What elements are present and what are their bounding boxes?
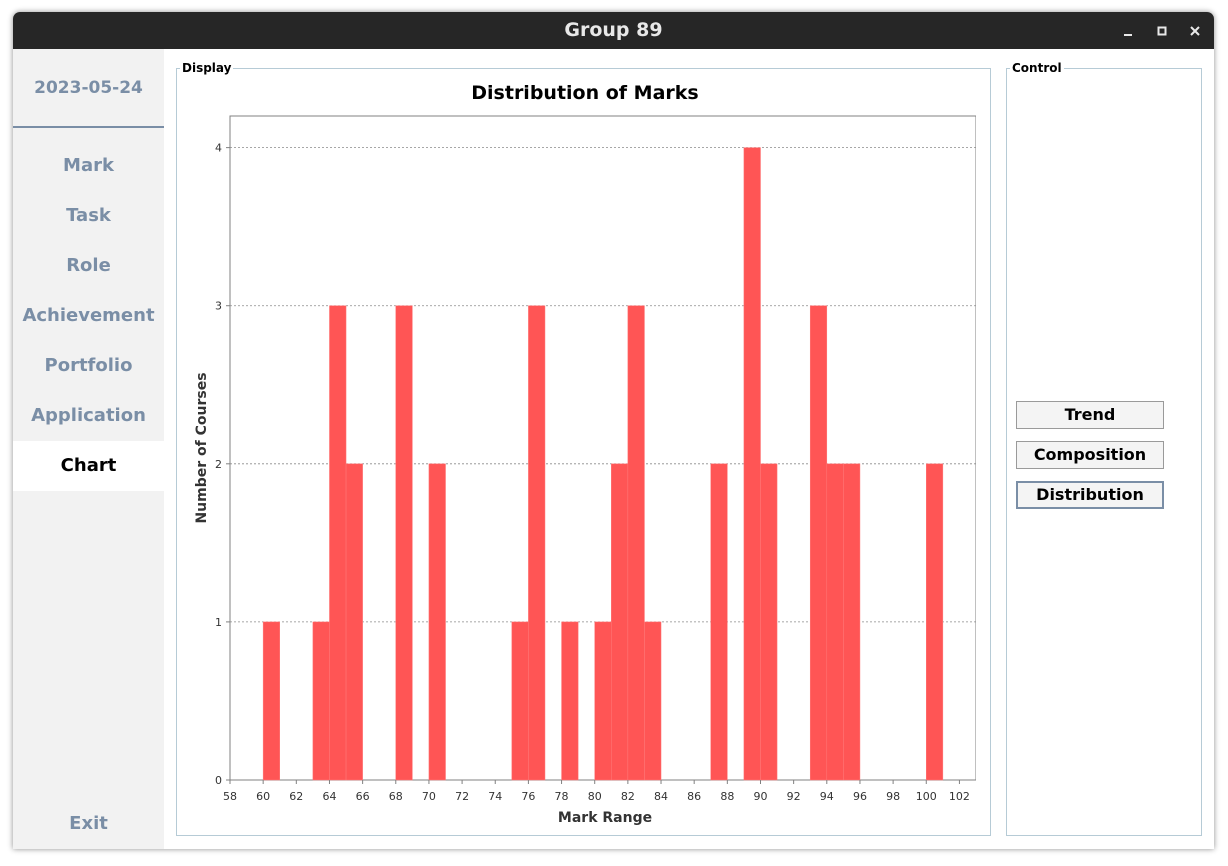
x-tick-label: 68 [389, 790, 403, 803]
sidebar-item-task[interactable]: Task [66, 205, 111, 226]
sidebar-item-portfolio[interactable]: Portfolio [44, 355, 133, 376]
sidebar: 2023-05-24 Mark Task Role Achievement Po… [13, 49, 164, 849]
x-tick-label: 74 [488, 790, 502, 803]
y-tick-label: 4 [215, 142, 222, 155]
bar-70-71 [428, 463, 446, 781]
x-axis-label: Mark Range [558, 810, 652, 826]
x-tick-label: 70 [422, 790, 436, 803]
y-tick-label: 0 [215, 774, 222, 787]
close-icon[interactable] [1184, 20, 1206, 42]
bar-68-69 [395, 305, 413, 781]
control-legend: Control [1012, 61, 1062, 75]
y-tick-label: 2 [215, 458, 222, 471]
x-tick-label: 98 [886, 790, 900, 803]
bar-83-84 [644, 621, 662, 781]
bar-87-88 [710, 463, 728, 781]
x-tick-label: 94 [820, 790, 834, 803]
bar-81-82 [611, 463, 629, 781]
display-legend: Display [182, 61, 232, 75]
x-tick-label: 80 [588, 790, 602, 803]
bar-94-95 [826, 463, 844, 781]
bar-75-76 [511, 621, 529, 781]
x-tick-label: 62 [289, 790, 303, 803]
composition-button[interactable]: Composition [1016, 441, 1164, 469]
bar-95-96 [843, 463, 861, 781]
x-tick-label: 58 [223, 790, 237, 803]
bar-76-77 [528, 305, 546, 781]
x-tick-label: 90 [753, 790, 767, 803]
x-tick-label: 76 [521, 790, 535, 803]
bars [262, 147, 944, 781]
title-bar: Group 89 [13, 12, 1214, 49]
window-title: Group 89 [564, 19, 663, 41]
display-panel: Display [176, 61, 991, 836]
y-tick-label: 1 [215, 616, 222, 629]
x-tick-label: 60 [256, 790, 270, 803]
y-tick-label: 3 [215, 300, 222, 313]
x-axis-ticks: 58 60 62 64 66 68 70 72 74 76 78 80 82 84 86 88 90 92 94 96… [223, 780, 970, 803]
sidebar-item-chart[interactable]: Chart [13, 441, 164, 491]
maximize-icon[interactable] [1151, 20, 1173, 42]
x-tick-label: 82 [621, 790, 635, 803]
sidebar-item-role[interactable]: Role [66, 255, 111, 276]
sidebar-item-achievement[interactable]: Achievement [22, 305, 155, 326]
bar-63-64 [312, 621, 330, 781]
x-tick-label: 92 [787, 790, 801, 803]
x-tick-label: 78 [555, 790, 569, 803]
x-tick-label: 88 [720, 790, 734, 803]
bar-82-83 [627, 305, 645, 781]
chart-title: Distribution of Marks [471, 82, 698, 104]
x-tick-label: 96 [853, 790, 867, 803]
bar-100-101 [926, 463, 944, 781]
x-tick-label: 86 [687, 790, 701, 803]
x-tick-label: 84 [654, 790, 668, 803]
bar-64-65 [329, 305, 347, 781]
bar-65-66 [345, 463, 363, 781]
sidebar-item-mark[interactable]: Mark [63, 155, 114, 176]
bar-93-94 [809, 305, 828, 781]
x-tick-label: 66 [356, 790, 370, 803]
bar-89-90 [743, 147, 761, 781]
control-panel: Control [1006, 61, 1202, 836]
current-date: 2023-05-24 [13, 49, 164, 128]
distribution-chart: Distribution of Marks 58 60 62 64 66 68 70 72 74… [194, 82, 976, 826]
minimize-icon[interactable] [1117, 20, 1139, 42]
y-axis-label: Number of Courses [194, 372, 210, 523]
sidebar-item-application[interactable]: Application [31, 405, 146, 426]
x-tick-label: 100 [916, 790, 937, 803]
bar-80-81 [594, 621, 612, 781]
bar-78-79 [561, 621, 579, 781]
bar-60-61 [262, 621, 280, 781]
y-axis-ticks: 0 1 2 3 4 [215, 142, 230, 787]
distribution-button[interactable]: Distribution [1016, 481, 1164, 509]
x-tick-label: 64 [322, 790, 336, 803]
x-tick-label: 102 [949, 790, 970, 803]
trend-button[interactable]: Trend [1016, 401, 1164, 429]
exit-button[interactable]: Exit [69, 813, 108, 834]
bar-90-91 [760, 463, 778, 781]
x-tick-label: 72 [455, 790, 469, 803]
